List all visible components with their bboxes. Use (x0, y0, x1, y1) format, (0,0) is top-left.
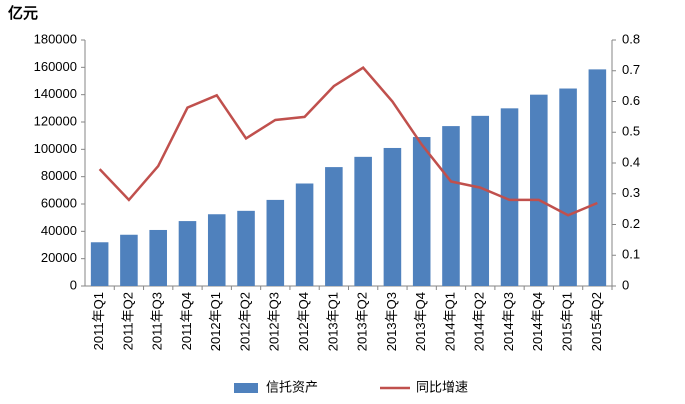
y2-tick-label: 0.5 (622, 124, 640, 139)
x-tick-label: 2011年Q1 (91, 292, 106, 350)
x-tick-label: 2011年Q4 (179, 292, 194, 350)
x-tick-label: 2011年Q2 (120, 292, 135, 350)
y-tick-label: 140000 (34, 86, 77, 101)
bar (588, 69, 607, 286)
bar (559, 88, 577, 287)
y-tick-label: 80000 (41, 168, 77, 183)
y-tick-label: 100000 (34, 141, 77, 156)
x-tick-label: 2014年Q2 (472, 292, 487, 351)
x-tick-label: 2015年Q2 (589, 292, 604, 351)
x-tick-label: 2013年Q4 (413, 292, 428, 351)
bar (412, 137, 431, 286)
x-tick-label: 2015年Q1 (560, 292, 575, 351)
y2-tick-label: 0.4 (622, 154, 640, 169)
y-tick-label: 60000 (41, 195, 77, 210)
x-tick-label: 2013年Q1 (325, 292, 340, 351)
y-tick-label: 20000 (41, 250, 77, 265)
y2-tick-label: 0.7 (622, 62, 640, 77)
x-tick-label: 2013年Q2 (355, 292, 370, 351)
y-tick-label: 0 (70, 277, 77, 292)
bar (237, 210, 255, 286)
y-tick-label: 40000 (41, 223, 77, 238)
y-tick-label: 180000 (34, 31, 77, 46)
x-tick-label: 2014年Q4 (530, 292, 545, 351)
line (98, 66, 598, 217)
x-tick-label: 2013年Q3 (384, 292, 399, 351)
x-tick-label: 2012年Q2 (237, 292, 252, 351)
x-tick-label: 2011年Q3 (150, 292, 165, 350)
legend-swatch (234, 383, 258, 393)
bar (383, 147, 402, 286)
bar (354, 156, 372, 286)
y2-tick-label: 0.2 (622, 216, 640, 231)
x-tick-label: 2014年Q1 (442, 292, 457, 351)
y2-tick-label: 0.3 (622, 185, 640, 200)
y2-tick-label: 0.8 (622, 31, 640, 46)
y-axis-label: 亿元 (8, 4, 38, 22)
legend-label: 同比增速 (416, 379, 468, 394)
y2-tick-label: 0 (622, 277, 629, 292)
bar (530, 94, 548, 287)
bar (325, 167, 343, 286)
bar (500, 108, 519, 286)
y-tick-label: 160000 (34, 59, 77, 74)
bar (442, 126, 460, 286)
bar (471, 115, 490, 286)
bar (266, 199, 285, 286)
legend-label: 信托资产 (266, 379, 318, 394)
y-tick-label: 120000 (34, 113, 77, 128)
bar (90, 242, 109, 286)
x-tick-label: 2012年Q1 (208, 292, 223, 351)
y2-tick-label: 0.1 (622, 247, 640, 262)
bar (120, 234, 138, 286)
y2-tick-label: 0.6 (622, 93, 640, 108)
x-tick-label: 2012年Q3 (267, 292, 282, 351)
bar (295, 183, 314, 286)
bar (149, 229, 167, 286)
bar (178, 221, 197, 286)
x-tick-label: 2014年Q3 (501, 292, 516, 351)
x-tick-label: 2012年Q4 (296, 292, 311, 351)
bar (207, 214, 226, 286)
